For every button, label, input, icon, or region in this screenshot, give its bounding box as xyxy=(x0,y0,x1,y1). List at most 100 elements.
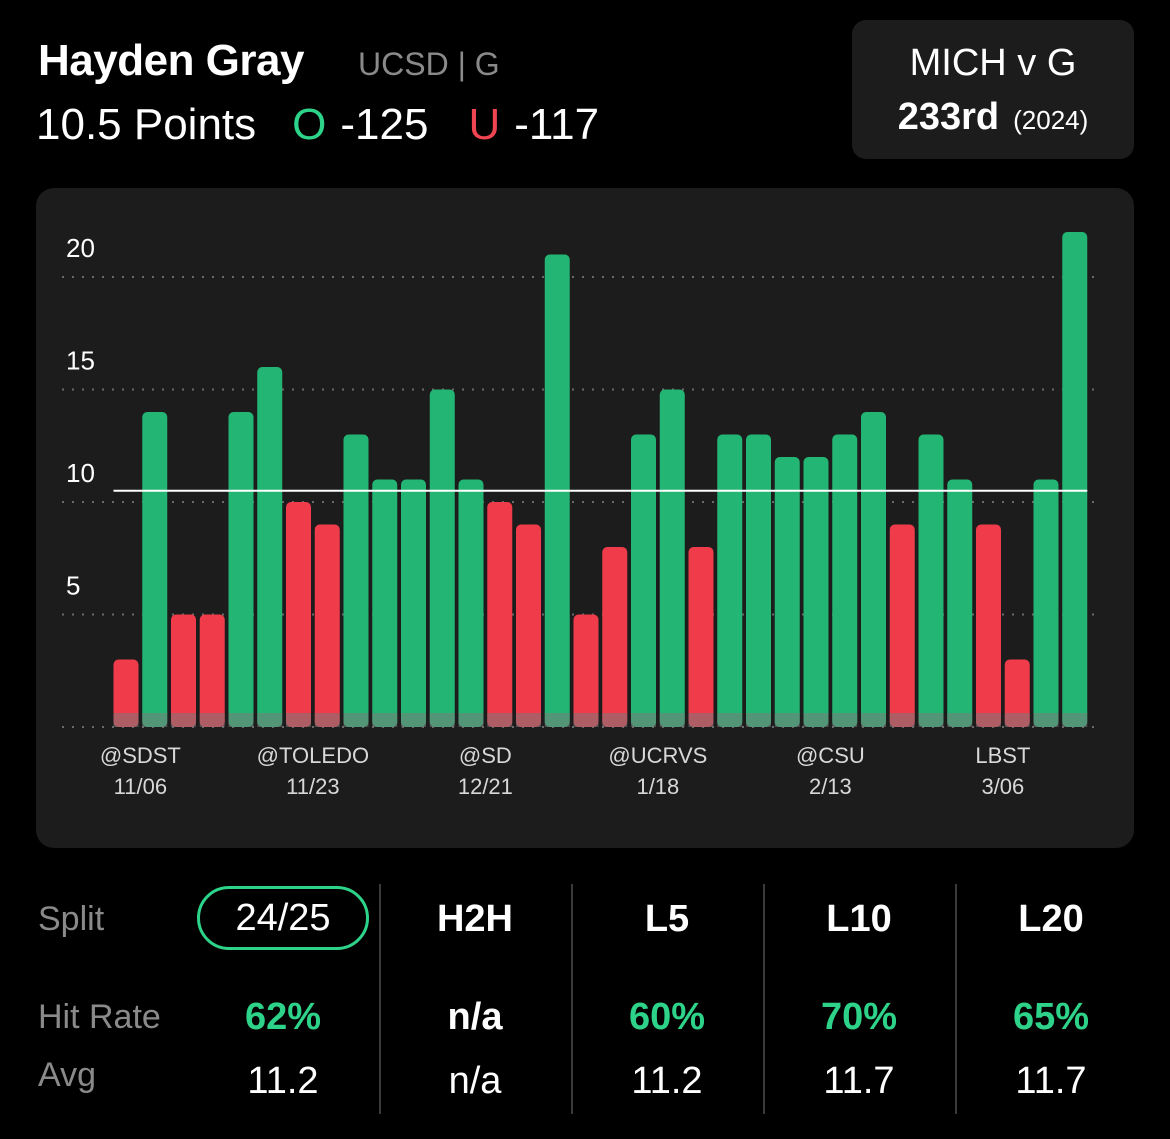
bar-over xyxy=(458,479,484,727)
bar-base-overlay xyxy=(228,713,254,727)
bar-base-overlay xyxy=(947,713,973,727)
under-odds[interactable]: -117 xyxy=(514,100,600,149)
bar-under xyxy=(314,524,340,727)
bar-under xyxy=(602,547,628,727)
bar-base-overlay xyxy=(458,713,484,727)
prop-line-row: 10.5 Points O -125 U -117 xyxy=(36,100,599,150)
y-tick-label: 10 xyxy=(66,458,95,488)
x-tick-label-opponent: @UCRVS xyxy=(608,743,707,768)
x-tick-label-opponent: @TOLEDO xyxy=(257,743,369,768)
splits-table: Split Hit Rate Avg 24/25 H2H L5 L10 L20 … xyxy=(0,870,1170,1139)
bar-base-overlay xyxy=(544,713,570,727)
bar-over xyxy=(947,479,973,727)
split-tab-l10[interactable]: L10 xyxy=(826,898,892,940)
bar-over xyxy=(918,434,944,727)
bar-base-overlay xyxy=(803,713,829,727)
column-divider xyxy=(955,884,957,1114)
bar-over xyxy=(228,412,254,727)
bar-over xyxy=(257,367,283,727)
bar-under xyxy=(573,614,599,727)
bar-under xyxy=(688,547,714,727)
bar-over xyxy=(861,412,886,727)
bar-under xyxy=(199,614,225,727)
hit-rate-l10: 70% xyxy=(820,996,898,1038)
matchup-rank: 233rd xyxy=(897,96,1000,138)
bar-over xyxy=(717,434,743,727)
bar-base-overlay xyxy=(314,713,340,727)
x-tick-label-date: 3/06 xyxy=(981,774,1024,799)
column-divider xyxy=(571,884,573,1114)
avg-l20: 11.7 xyxy=(1015,1060,1087,1102)
split-tab-season[interactable]: 24/25 xyxy=(197,886,369,950)
bar-base-overlay xyxy=(602,713,628,727)
bar-base-overlay xyxy=(746,713,771,727)
bar-over xyxy=(774,457,800,727)
bar-over xyxy=(659,389,685,727)
bar-under xyxy=(487,502,513,727)
hit-rate-season: 62% xyxy=(244,996,322,1038)
bar-under xyxy=(171,614,196,727)
bar-base-overlay xyxy=(257,713,283,727)
x-tick-label-opponent: @CSU xyxy=(796,743,865,768)
bar-base-overlay xyxy=(113,713,139,727)
column-divider xyxy=(379,884,381,1114)
bar-under xyxy=(976,524,1001,727)
x-tick-label-opponent: @SD xyxy=(459,743,512,768)
bar-base-overlay xyxy=(688,713,714,727)
bar-base-overlay xyxy=(372,713,398,727)
bar-base-overlay xyxy=(659,713,685,727)
bar-base-overlay xyxy=(142,713,168,727)
bar-base-overlay xyxy=(487,713,513,727)
matchup-card[interactable]: MICH v G 233rd (2024) xyxy=(852,20,1134,159)
bar-base-overlay xyxy=(774,713,800,727)
bar-base-overlay xyxy=(401,713,426,727)
column-divider xyxy=(763,884,765,1114)
bar-base-overlay xyxy=(516,713,541,727)
bar-base-overlay xyxy=(717,713,743,727)
avg-l5: 11.2 xyxy=(631,1060,703,1102)
split-row-label: Split xyxy=(38,900,105,938)
over-symbol[interactable]: O xyxy=(292,100,327,149)
over-odds[interactable]: -125 xyxy=(340,100,429,149)
avg-h2h: n/a xyxy=(448,1060,502,1102)
game-log-chart: 5 10 15 20 @SDST 11/06 @TOLEDO 11/23 @SD 12/21 @UC… xyxy=(36,188,1134,848)
x-tick-label-opponent: @SDST xyxy=(100,743,181,768)
x-tick-label-date: 11/06 xyxy=(114,774,167,799)
bar-base-overlay xyxy=(832,713,858,727)
bar-base-overlay xyxy=(429,713,455,727)
avg-row-label: Avg xyxy=(38,1056,96,1094)
bar-base-overlay xyxy=(343,713,369,727)
bar-over xyxy=(1033,479,1059,727)
bar-base-overlay xyxy=(573,713,599,727)
bar-base-overlay xyxy=(286,713,311,727)
bar-base-overlay xyxy=(199,713,225,727)
bar-under xyxy=(516,524,541,727)
split-tab-l5[interactable]: L5 xyxy=(644,898,690,940)
player-name: Hayden Gray xyxy=(38,36,304,85)
bar-over xyxy=(1062,232,1088,727)
bar-under xyxy=(1004,659,1030,727)
under-symbol[interactable]: U xyxy=(468,100,501,149)
bar-over xyxy=(803,457,829,727)
bar-under xyxy=(113,659,139,727)
bar-chart-svg: 5 10 15 20 @SDST 11/06 @TOLEDO 11/23 @SD 12/21 @UC… xyxy=(62,232,1102,799)
bar-under xyxy=(286,502,311,727)
bar-over xyxy=(631,434,656,727)
hit-rate-row-label: Hit Rate xyxy=(38,998,161,1036)
hit-rate-l20: 65% xyxy=(1012,996,1090,1038)
bar-base-overlay xyxy=(631,713,656,727)
bar-base-overlay xyxy=(889,713,915,727)
x-tick-label-date: 2/13 xyxy=(809,774,852,799)
matchup-year: (2024) xyxy=(1013,105,1089,135)
bar-base-overlay xyxy=(1062,713,1088,727)
bar-over xyxy=(746,434,771,727)
split-tab-l20[interactable]: L20 xyxy=(1018,898,1084,940)
bar-under xyxy=(889,524,915,727)
x-tick-label-opponent: LBST xyxy=(975,743,1030,768)
bar-over xyxy=(142,412,168,727)
x-tick-label-date: 12/21 xyxy=(458,774,513,799)
y-tick-label: 20 xyxy=(66,233,95,263)
bar-over xyxy=(401,479,426,727)
split-tab-h2h[interactable]: H2H xyxy=(436,898,514,940)
bar-base-overlay xyxy=(918,713,944,727)
